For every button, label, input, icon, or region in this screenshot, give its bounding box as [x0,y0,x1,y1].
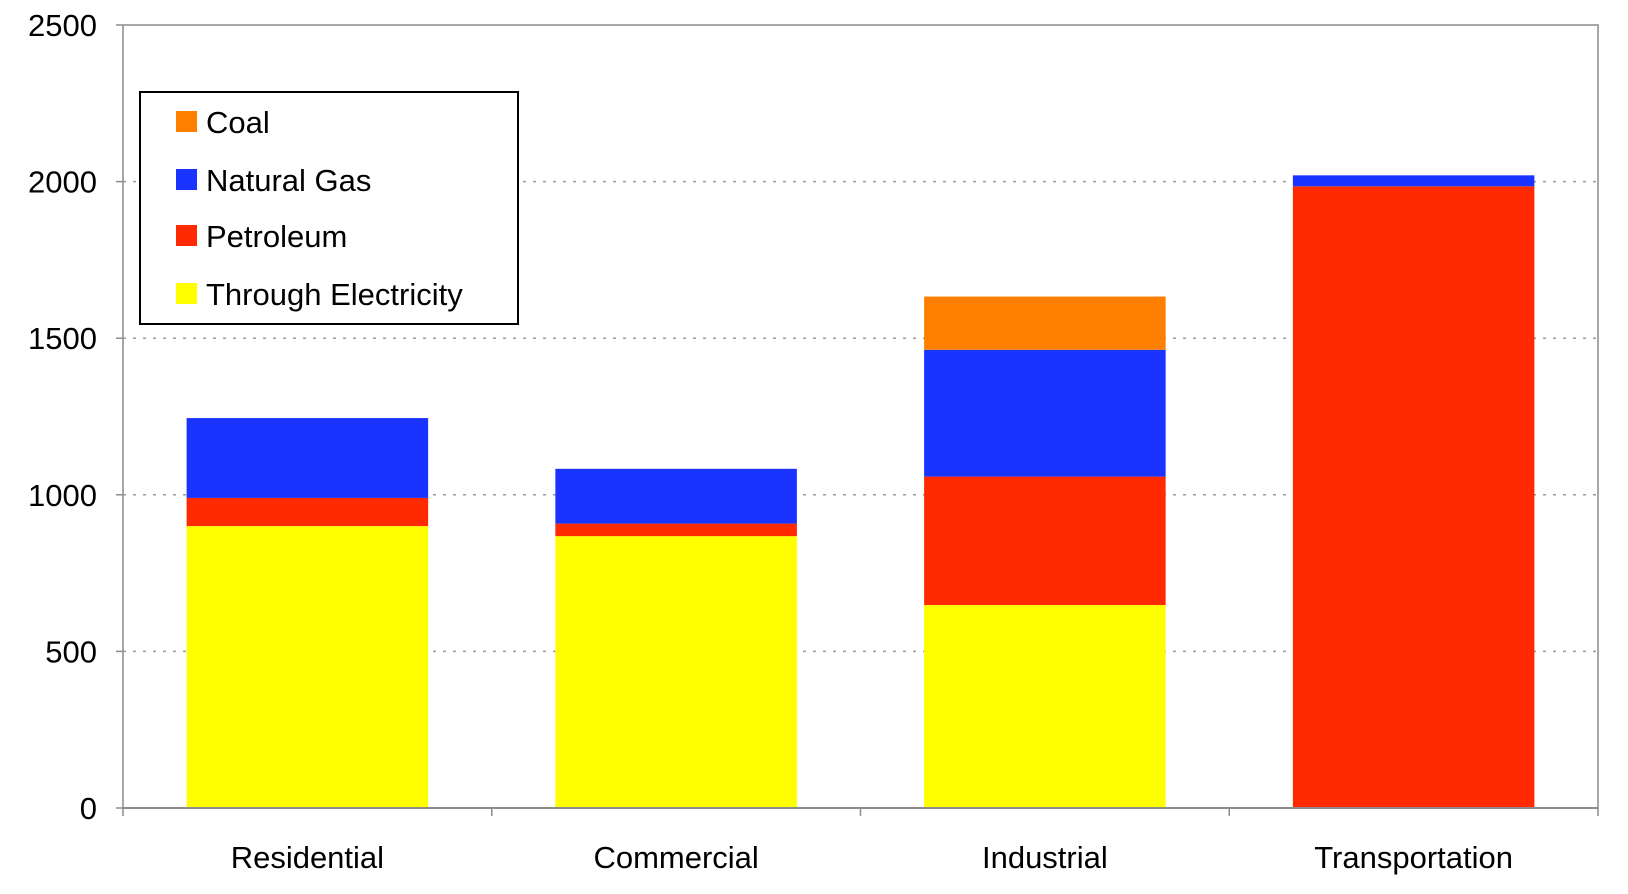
bar-segment [924,476,1166,606]
y-tick-label: 2500 [28,8,97,43]
x-axis-ticks: Residential Commercial Industrial Transport… [122,808,1599,875]
bar-segment [1292,186,1535,809]
x-category-label: Residential [231,840,384,875]
y-tick-label: 500 [45,634,97,669]
legend-label: Natural Gas [206,163,371,198]
y-tick-label: 0 [80,791,97,826]
bar-segment [555,523,797,537]
legend-label: Through Electricity [206,277,463,312]
bar-segment [924,605,1166,808]
y-tick-label: 2000 [28,165,97,200]
x-category-label: Transportation [1314,840,1513,875]
legend-swatch [176,283,197,304]
legend-swatch [176,225,197,246]
bar-segment [555,536,797,808]
bar-segment [186,497,429,527]
legend-swatch [176,169,197,190]
bar-segment [186,526,429,808]
y-axis-ticks: 0 500 1000 1500 2000 2500 [28,8,123,826]
y-tick-label: 1500 [28,321,97,356]
legend-box [139,91,519,325]
bar-segment [924,349,1166,477]
x-category-label: Industrial [982,840,1108,875]
legend-label: Petroleum [206,219,347,254]
y-tick-label: 1000 [28,478,97,513]
legend: Coal Natural Gas Petroleum Through Electric… [139,91,519,325]
x-category-label: Commercial [593,840,758,875]
bar-segment [186,418,429,498]
bar-segment [555,468,797,524]
bars [186,175,1535,809]
bar-segment [1292,175,1535,187]
legend-label: Coal [206,105,270,140]
bar-segment [924,296,1166,350]
legend-swatch [176,111,197,132]
